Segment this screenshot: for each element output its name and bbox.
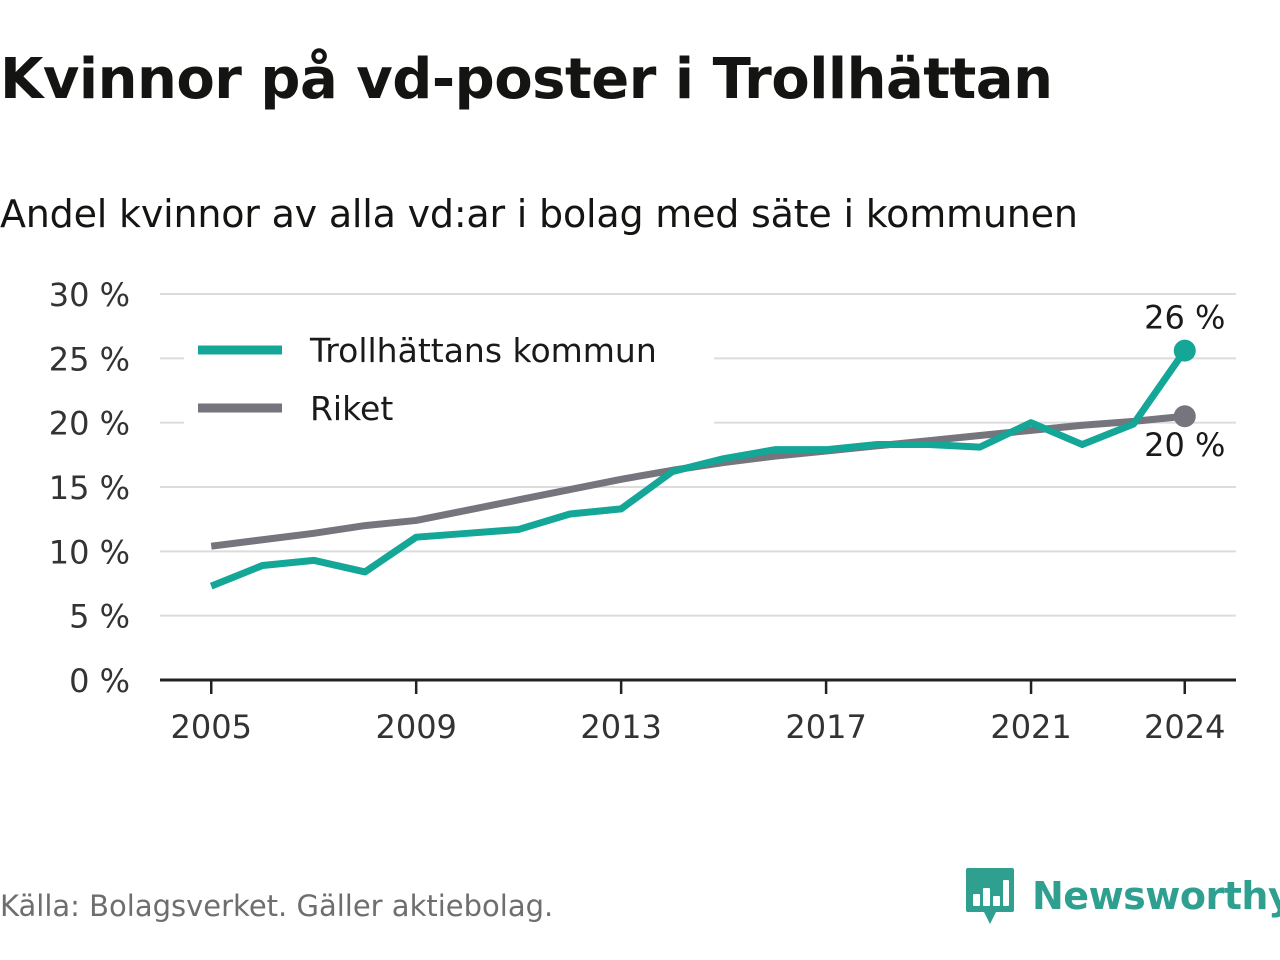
end-value-label: 20 %: [1144, 426, 1225, 464]
y-tick-label: 20 %: [49, 405, 130, 443]
x-axis-tick-labels: 2005 2009 2013 2017 2021 2024: [171, 708, 1226, 746]
source-note: Källa: Bolagsverket. Gäller aktiebolag.: [0, 889, 554, 923]
legend-background: [184, 320, 714, 440]
x-tick-label: 2017: [785, 708, 866, 746]
x-tick-label: 2005: [171, 708, 252, 746]
y-tick-label: 5 %: [69, 598, 130, 636]
brand-name: Newsworthy: [1032, 874, 1280, 918]
bar-chart-speech-bubble-icon: [966, 868, 1014, 924]
y-tick-label: 10 %: [49, 533, 130, 571]
series-line: [209, 348, 1188, 590]
legend-label: Riket: [310, 389, 393, 428]
legend-label: Trollhättans kommun: [309, 331, 657, 370]
x-tick-label: 2024: [1144, 708, 1225, 746]
end-value-labels: 26 % 20 %: [1144, 299, 1225, 465]
newsworthy-logo: Newsworthy: [964, 864, 1280, 928]
y-tick-label: 25 %: [49, 340, 130, 378]
line-chart: 0 %5 %10 %15 %20 %25 %30 % 2005 2009 2013 2…: [49, 276, 1236, 746]
series-end-point: [1173, 339, 1196, 362]
series-end-point: [1173, 405, 1196, 428]
x-tick-label: 2009: [375, 708, 456, 746]
chart-title: Kvinnor på vd-poster i Trollhättan: [0, 47, 1053, 112]
data-series: [209, 339, 1196, 590]
x-axis: [160, 678, 1236, 694]
y-tick-label: 15 %: [49, 469, 130, 507]
x-tick-label: 2013: [580, 708, 661, 746]
x-tick-label: 2021: [990, 708, 1071, 746]
chart-subtitle: Andel kvinnor av alla vd:ar i bolag med …: [0, 192, 1078, 236]
y-axis-tick-labels: 0 % 5 % 10 % 15 % 20 % 25 % 30 %: [49, 276, 130, 700]
y-tick-label: 30 %: [49, 276, 130, 314]
end-value-label: 26 %: [1144, 299, 1225, 337]
legend: Trollhättans kommun Riket: [184, 320, 714, 440]
y-tick-label: 0 %: [69, 662, 130, 700]
